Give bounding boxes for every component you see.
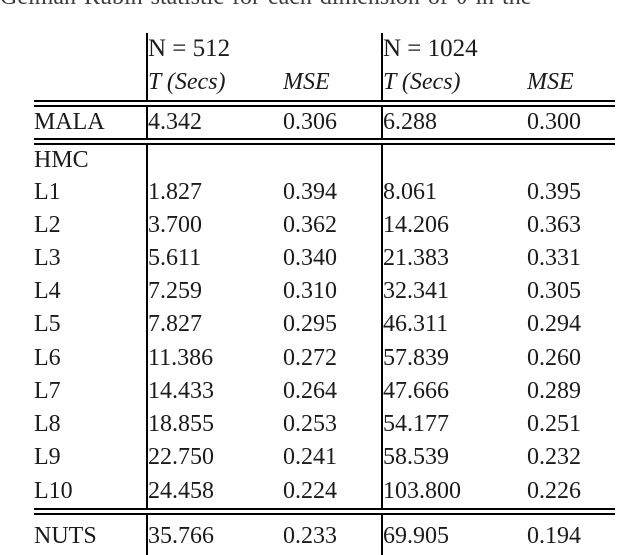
- t-secs-1024: 69.905: [381, 511, 527, 555]
- table-row-nuts: NUTS 35.766 0.233 69.905 0.194: [34, 511, 615, 555]
- t-secs-1024: 6.288: [381, 103, 527, 145]
- row-label: L5: [34, 311, 61, 337]
- t-secs-1024: 54.177: [381, 407, 527, 440]
- corner-cell: [34, 33, 147, 64]
- table-row-hmc: HMC: [34, 141, 615, 175]
- t-secs-512: 18.855: [146, 407, 283, 440]
- t-secs-1024: 47.666: [381, 374, 527, 407]
- sub-header-row: T (Secs) MSE T (Secs) MSE: [34, 64, 615, 107]
- mse-1024: 0.363: [527, 211, 581, 238]
- t-secs-1024: 46.311: [381, 307, 527, 341]
- t-secs-512: [146, 141, 283, 175]
- table-row-l6: L6 11.386 0.272 57.839 0.260: [34, 341, 615, 374]
- mse-512: 0.310: [283, 277, 337, 304]
- table-row-l3: L3 5.611 0.340 21.383 0.331: [34, 241, 615, 274]
- header-t-secs-1024: T (Secs): [381, 64, 527, 107]
- mse-512: 0.233: [283, 522, 337, 549]
- mse-1024: 0.289: [527, 377, 581, 404]
- mse-512: [283, 141, 382, 175]
- row-label: MALA: [34, 103, 147, 145]
- col-group-n1024: N = 1024: [381, 33, 615, 64]
- mse-1024: 0.294: [527, 311, 581, 337]
- t-secs-1024: 58.539: [381, 440, 527, 474]
- t-secs-1024: 21.383: [381, 241, 527, 274]
- table-row-l9: L9 22.750 0.241 58.539 0.232: [34, 440, 615, 474]
- t-secs-512: 3.700: [146, 208, 283, 241]
- t-secs-512: 22.750: [146, 440, 283, 474]
- table-row-mala: MALA 4.342 0.306 6.288 0.300: [34, 103, 615, 145]
- mse-512: 0.241: [283, 444, 337, 470]
- t-secs-512: 24.458: [146, 474, 283, 515]
- mse-512: 0.264: [283, 377, 337, 404]
- table-row-l1: L1 1.827 0.394 8.061 0.395: [34, 175, 615, 208]
- t-secs-1024: 103.800: [381, 474, 527, 515]
- corner-cell: [34, 64, 147, 107]
- row-label: L8: [34, 410, 61, 437]
- row-label: L2: [34, 211, 61, 238]
- group-header-row: N = 512 N = 1024: [34, 33, 615, 64]
- t-secs-1024: 14.206: [381, 208, 527, 241]
- col-group-n512: N = 512: [146, 33, 382, 64]
- results-table: N = 512 N = 1024 T (Secs) MSE T (Secs) M…: [34, 33, 615, 555]
- row-label: L6: [34, 344, 61, 371]
- table-row-l7: L7 14.433 0.264 47.666 0.289: [34, 374, 615, 407]
- t-secs-1024: [381, 141, 527, 175]
- t-secs-1024: 8.061: [381, 175, 527, 208]
- header-mse-512: MSE: [283, 64, 382, 107]
- t-secs-512: 1.827: [146, 175, 283, 208]
- mse-512: 0.253: [283, 410, 337, 437]
- header-t-secs-512: T (Secs): [146, 64, 283, 107]
- t-secs-1024: 57.839: [381, 341, 527, 374]
- mse-1024: 0.305: [527, 277, 581, 304]
- mse-1024: 0.232: [527, 444, 581, 470]
- t-secs-512: 11.386: [146, 341, 283, 374]
- mse-512: 0.306: [283, 103, 382, 145]
- mse-512: 0.340: [283, 244, 337, 271]
- mse-512: 0.295: [283, 311, 337, 337]
- row-label: HMC: [34, 146, 89, 173]
- row-label: L3: [34, 244, 61, 271]
- row-label: L4: [34, 277, 61, 304]
- t-secs-1024: 32.341: [381, 274, 527, 307]
- caption-text: Gelman-Rubin statistic for each dimensio…: [0, 0, 640, 10]
- table-row-l4: L4 7.259 0.310 32.341 0.305: [34, 274, 615, 307]
- row-label: L10: [34, 474, 147, 515]
- row-label: NUTS: [34, 522, 97, 549]
- table-row-l10: L10 24.458 0.224 103.800 0.226: [34, 474, 615, 515]
- mse-1024: 0.300: [527, 103, 615, 145]
- t-secs-512: 5.611: [146, 241, 283, 274]
- header-mse-1024: MSE: [527, 64, 615, 107]
- table-row-l8: L8 18.855 0.253 54.177 0.251: [34, 407, 615, 440]
- t-secs-512: 4.342: [146, 103, 283, 145]
- mse-1024: 0.395: [527, 178, 581, 205]
- row-label: L9: [34, 444, 61, 470]
- mse-1024: 0.194: [527, 522, 581, 549]
- mse-1024: 0.226: [527, 474, 615, 515]
- table-row-l2: L2 3.700 0.362 14.206 0.363: [34, 208, 615, 241]
- mse-1024: 0.251: [527, 410, 581, 437]
- row-label: L7: [34, 377, 61, 404]
- t-secs-512: 35.766: [146, 511, 283, 555]
- t-secs-512: 7.259: [146, 274, 283, 307]
- table-row-l5: L5 7.827 0.295 46.311 0.294: [34, 307, 615, 341]
- mse-512: 0.224: [283, 474, 382, 515]
- cropped-caption-line: Gelman-Rubin statistic for each dimensio…: [0, 0, 640, 10]
- mse-1024: 0.331: [527, 244, 581, 271]
- mse-512: 0.272: [283, 344, 337, 371]
- mse-1024: [527, 141, 615, 175]
- mse-1024: 0.260: [527, 344, 581, 371]
- mse-512: 0.362: [283, 211, 337, 238]
- t-secs-512: 14.433: [146, 374, 283, 407]
- t-secs-512: 7.827: [146, 307, 283, 341]
- mse-512: 0.394: [283, 178, 337, 205]
- row-label: L1: [34, 178, 61, 205]
